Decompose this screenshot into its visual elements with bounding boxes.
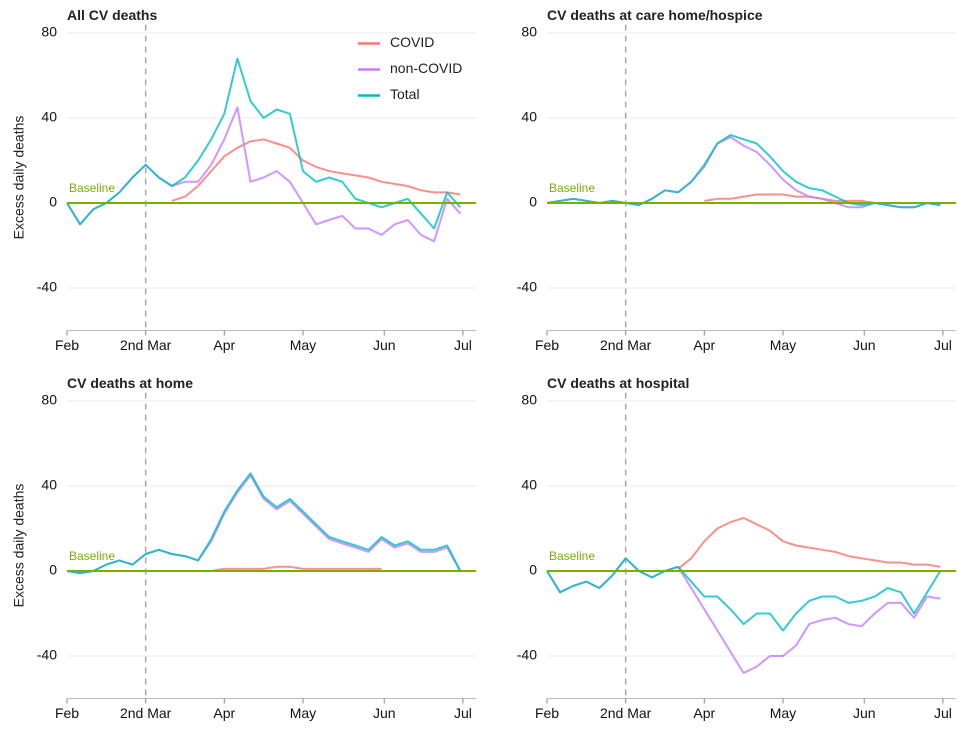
x-tick-label: Apr: [213, 337, 235, 353]
baseline-label: Baseline: [69, 181, 115, 195]
x-tick-label: Jun: [853, 705, 876, 721]
x-tick-label: Jul: [934, 705, 952, 721]
y-tick-label: 40: [521, 109, 537, 125]
x-tick-label: 2nd Mar: [120, 337, 172, 353]
series-line: [66, 474, 462, 575]
x-tick-label: Apr: [693, 337, 715, 353]
x-tick-label: Feb: [535, 705, 559, 721]
x-tick-label: May: [290, 705, 316, 721]
series-line: [66, 106, 462, 243]
panel-title: CV deaths at care home/hospice: [547, 7, 763, 23]
series-line: [66, 472, 462, 575]
x-tick-label: May: [770, 337, 796, 353]
y-tick-label: 0: [49, 194, 57, 210]
y-tick-label: 80: [41, 392, 57, 408]
baseline-label: Baseline: [549, 549, 595, 563]
x-tick-label: May: [290, 337, 316, 353]
y-tick-label: 40: [521, 477, 537, 493]
y-tick-label: 0: [529, 194, 537, 210]
panel: CV deaths at home Excess daily deaths -40 0…: [11, 375, 476, 721]
x-tick-label: Feb: [55, 705, 79, 721]
series-line: [171, 138, 461, 202]
y-tick-label: -40: [517, 647, 537, 663]
y-tick-label: -40: [37, 279, 57, 295]
legend-label: Total: [390, 86, 420, 102]
x-tick-label: Jun: [373, 705, 396, 721]
baseline-label: Baseline: [69, 549, 115, 563]
y-tick-label: 0: [529, 562, 537, 578]
x-tick-label: Feb: [535, 337, 559, 353]
x-tick-label: Jun: [373, 337, 396, 353]
y-tick-label: 40: [41, 477, 57, 493]
y-tick-label: 80: [521, 24, 537, 40]
x-tick-label: Jun: [853, 337, 876, 353]
series-line: [546, 557, 942, 632]
panel: CV deaths at care home/hospice -40 0 40 80 Fe…: [517, 7, 956, 353]
x-tick-label: 2nd Mar: [600, 705, 652, 721]
x-tick-label: Jul: [454, 705, 472, 721]
legend-label: non-COVID: [390, 60, 462, 76]
series-line: [211, 565, 382, 572]
y-tick-label: 40: [41, 109, 57, 125]
x-tick-label: 2nd Mar: [120, 705, 172, 721]
y-axis-label: Excess daily deaths: [11, 484, 27, 608]
x-tick-label: Apr: [213, 705, 235, 721]
y-tick-label: 80: [521, 392, 537, 408]
x-tick-label: May: [770, 705, 796, 721]
y-tick-label: 0: [49, 562, 57, 578]
x-tick-label: Apr: [693, 705, 715, 721]
panel-title: CV deaths at home: [67, 375, 193, 391]
y-axis-label: Excess daily deaths: [11, 116, 27, 240]
x-tick-label: Jul: [454, 337, 472, 353]
y-tick-label: -40: [517, 279, 537, 295]
y-tick-label: -40: [37, 647, 57, 663]
y-tick-label: 80: [41, 24, 57, 40]
baseline-label: Baseline: [549, 181, 595, 195]
x-tick-label: Feb: [55, 337, 79, 353]
x-tick-label: Jul: [934, 337, 952, 353]
panel-title: CV deaths at hospital: [547, 375, 689, 391]
x-tick-label: 2nd Mar: [600, 337, 652, 353]
panel: All CV deaths Excess daily deaths -40 0 40 80…: [11, 7, 476, 353]
series-line: [677, 516, 941, 570]
legend-label: COVID: [390, 34, 434, 50]
panel-title: All CV deaths: [67, 7, 157, 23]
panel: CV deaths at hospital -40 0 40 80 Feb 2nd Mar A…: [517, 375, 956, 721]
